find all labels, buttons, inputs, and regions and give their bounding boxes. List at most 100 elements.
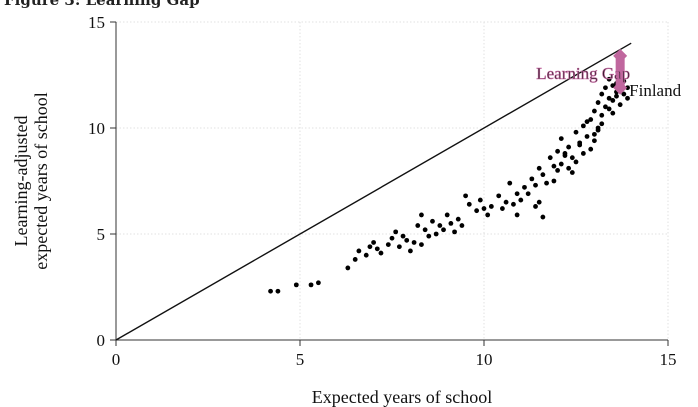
data-point xyxy=(514,191,520,197)
data-point xyxy=(496,193,502,199)
data-point xyxy=(584,134,590,139)
y-tick-label: 15 xyxy=(88,13,105,32)
data-point xyxy=(352,257,358,262)
data-point xyxy=(455,216,461,222)
data-point xyxy=(422,227,428,233)
data-point xyxy=(592,131,597,137)
data-point xyxy=(518,197,524,203)
data-point xyxy=(419,242,424,248)
data-point xyxy=(577,142,583,148)
x-tick-label: 0 xyxy=(112,350,121,369)
data-point xyxy=(411,240,417,245)
annotation-finland: Finland xyxy=(629,81,681,100)
data-point xyxy=(566,165,572,171)
data-point xyxy=(540,214,546,220)
data-point xyxy=(525,191,531,197)
data-point xyxy=(536,199,542,205)
data-point xyxy=(363,252,369,258)
data-point xyxy=(544,180,549,186)
x-axis-title: Expected years of school xyxy=(312,387,492,407)
data-point xyxy=(606,106,612,112)
data-point xyxy=(430,218,435,224)
data-point xyxy=(419,212,424,218)
data-point xyxy=(592,108,597,114)
figure-title: Figure 3: Learning Gap xyxy=(4,0,200,9)
data-point xyxy=(569,170,575,175)
data-point xyxy=(466,201,472,207)
data-point xyxy=(610,83,616,88)
data-point xyxy=(533,182,538,188)
data-point xyxy=(573,129,579,135)
data-point xyxy=(540,172,546,178)
data-point xyxy=(558,136,564,142)
data-point xyxy=(588,146,594,152)
data-point xyxy=(463,193,468,199)
y-tick-label: 10 xyxy=(88,119,105,138)
data-point xyxy=(551,178,557,184)
data-point xyxy=(459,223,465,228)
data-point xyxy=(268,288,273,294)
data-point xyxy=(514,212,520,218)
data-point xyxy=(595,127,601,133)
data-point xyxy=(625,95,630,101)
data-point xyxy=(444,212,450,218)
data-point xyxy=(599,112,605,118)
data-point xyxy=(599,121,605,127)
data-point xyxy=(580,151,586,156)
data-point xyxy=(378,250,384,256)
data-point xyxy=(625,85,630,91)
x-tick-label: 15 xyxy=(660,350,677,369)
data-point xyxy=(603,104,608,110)
data-point xyxy=(503,199,509,205)
data-point xyxy=(488,204,494,209)
data-point xyxy=(522,184,527,190)
data-point xyxy=(448,221,454,226)
data-point xyxy=(599,91,605,97)
data-point xyxy=(345,265,351,271)
data-point xyxy=(433,231,439,237)
y-axis-title-line-1: Learning-adjusted xyxy=(11,116,31,247)
data-point xyxy=(500,206,505,211)
x-tick-label: 10 xyxy=(476,350,493,369)
data-point xyxy=(511,201,516,207)
data-point xyxy=(569,155,575,161)
data-point xyxy=(404,237,410,243)
data-point xyxy=(437,223,443,228)
data-point xyxy=(551,163,557,169)
data-point xyxy=(367,244,373,250)
data-point xyxy=(396,244,402,250)
data-point xyxy=(555,148,560,154)
data-point xyxy=(474,208,480,214)
data-point xyxy=(610,98,616,103)
y-axis-title-line-2: expected years of school xyxy=(31,92,51,269)
data-point xyxy=(621,91,627,97)
data-point xyxy=(275,288,281,294)
data-point xyxy=(573,159,579,165)
data-point xyxy=(614,93,619,99)
data-point xyxy=(400,233,406,239)
data-point xyxy=(308,282,314,288)
data-point xyxy=(580,123,586,129)
data-point xyxy=(566,144,572,150)
data-point xyxy=(415,223,421,228)
data-point xyxy=(588,117,594,122)
data-point xyxy=(533,204,538,209)
data-point xyxy=(529,176,535,182)
data-point xyxy=(610,110,616,116)
data-point xyxy=(452,229,457,235)
x-tick-label: 5 xyxy=(296,350,305,369)
data-point xyxy=(606,95,612,101)
data-point xyxy=(595,100,601,105)
data-point xyxy=(606,76,612,82)
gap-top-diamond xyxy=(613,48,628,63)
data-point xyxy=(558,161,564,167)
data-point xyxy=(441,227,446,233)
data-point xyxy=(374,246,380,252)
data-point xyxy=(555,168,560,173)
data-point xyxy=(426,233,432,239)
y-tick-label: 5 xyxy=(97,225,106,244)
data-point xyxy=(408,248,413,254)
data-point xyxy=(477,197,483,203)
data-point xyxy=(507,180,513,186)
data-point xyxy=(371,240,376,245)
